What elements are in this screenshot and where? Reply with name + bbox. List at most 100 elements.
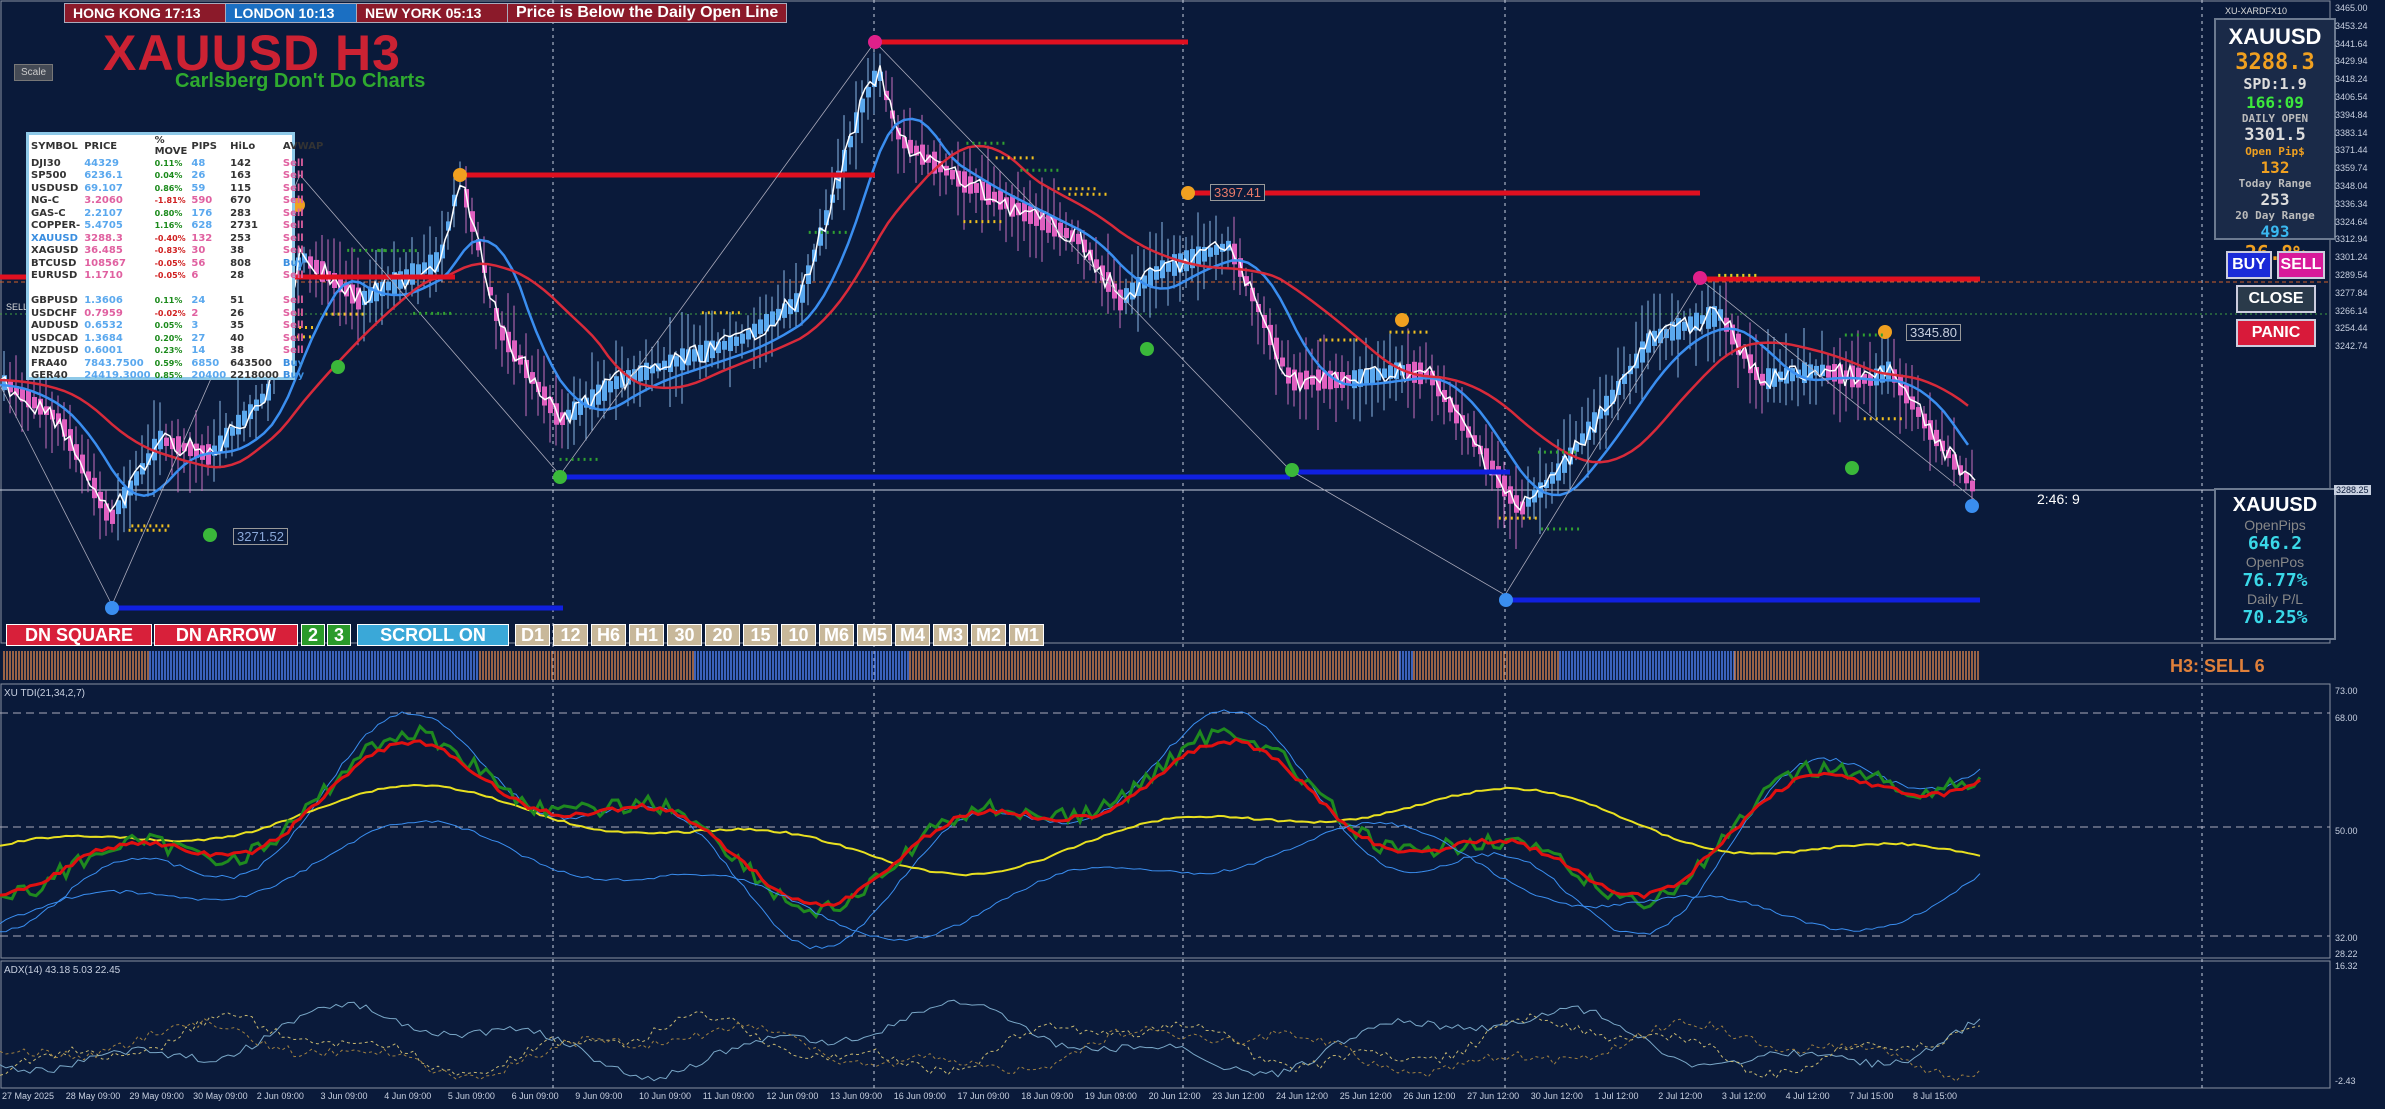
- candle-body: [1934, 429, 1939, 447]
- watchlist-cell: 0.85%: [154, 371, 183, 381]
- watchlist-row[interactable]: USDUSD 69.107 0.86% 59 115 Sell: [29, 182, 325, 195]
- price-tag-mid: 3345.80: [1906, 324, 1961, 341]
- watchlist-cell: Buy: [282, 257, 305, 269]
- watchlist-row[interactable]: DJI30 44329 0.11% 48 142 Sell: [29, 157, 325, 170]
- watchlist-row[interactable]: AUDUSD 0.6532 0.05% 3 35 Sell: [29, 320, 325, 333]
- candle-body: [116, 500, 121, 515]
- watchlist-cell: 253: [230, 232, 252, 244]
- sell-button[interactable]: SELL: [2277, 251, 2325, 279]
- watchlist-row[interactable]: EURUSD 1.1710 -0.05% 6 28 Sell: [29, 270, 325, 283]
- candle-body: [1730, 324, 1735, 345]
- candle-body: [698, 344, 703, 362]
- candle-body: [212, 445, 217, 456]
- info-today-range-label: Today Range: [2238, 177, 2312, 190]
- watchlist-row[interactable]: BTCUSD 108567 -0.05% 56 808 Buy: [29, 257, 325, 270]
- candle-body: [596, 384, 601, 405]
- setting-2-button[interactable]: 2: [301, 624, 325, 646]
- candle-body: [608, 380, 613, 393]
- timeframe-button-m5[interactable]: M5: [857, 624, 892, 646]
- timeframe-button-m3[interactable]: M3: [933, 624, 968, 646]
- dn-arrow-button[interactable]: DN ARROW: [154, 624, 298, 646]
- watchlist-cell: FRA40: [31, 357, 68, 369]
- scale-button[interactable]: Scale: [14, 64, 54, 81]
- watchlist-cell: -0.40%: [154, 233, 186, 243]
- candle-body: [848, 136, 853, 148]
- candle-body: [74, 444, 79, 460]
- timeframe-button-m4[interactable]: M4: [895, 624, 930, 646]
- date-axis-label: 25 Jun 12:00: [1339, 1091, 1392, 1101]
- scroll-toggle-button[interactable]: SCROLL ON: [357, 624, 509, 646]
- watchlist-cell: [228, 282, 281, 295]
- watchlist-row[interactable]: USDCAD 1.3684 0.20% 27 40 Sell: [29, 332, 325, 345]
- candle-body: [1460, 415, 1465, 431]
- setting-3-button[interactable]: 3: [327, 624, 351, 646]
- candle-body: [1790, 368, 1795, 382]
- candle-body: [134, 471, 139, 486]
- date-axis-label: 29 May 09:00: [129, 1091, 184, 1101]
- watchlist-cell: Sell: [282, 195, 304, 207]
- watchlist-row[interactable]: GBPUSD 1.3606 0.11% 24 51 Sell: [29, 295, 325, 308]
- candle-body: [1598, 409, 1603, 419]
- signal-label: H3: SELL 6: [2170, 656, 2265, 676]
- price-axis-label: 3394.84: [2335, 109, 2368, 120]
- timeframe-button-d1[interactable]: D1: [515, 624, 550, 646]
- timeframe-button-h1[interactable]: H1: [629, 624, 664, 646]
- watchlist-cell: 3.2060: [84, 195, 123, 207]
- watchlist-cell: 808: [230, 257, 252, 269]
- watchlist-cell: 6: [191, 270, 199, 282]
- candle-body: [860, 98, 865, 113]
- timeframe-button-10[interactable]: 10: [781, 624, 816, 646]
- candle-body: [1280, 357, 1285, 367]
- watchlist-cell: Sell: [282, 320, 304, 332]
- dn-square-button[interactable]: DN SQUARE: [6, 624, 152, 646]
- close-button[interactable]: CLOSE: [2236, 285, 2316, 313]
- candle-body: [992, 191, 997, 203]
- watchlist-cell: [281, 282, 325, 295]
- candle-body: [1700, 315, 1705, 324]
- date-axis-label: 3 Jun 09:00: [320, 1091, 368, 1101]
- watchlist-row[interactable]: NZDUSD 0.6001 0.23% 14 38 Sell: [29, 345, 325, 358]
- candle-body: [122, 486, 127, 509]
- watchlist-cell: USDCAD: [31, 332, 79, 344]
- timeframe-button-30[interactable]: 30: [667, 624, 702, 646]
- candle-body: [1046, 215, 1051, 233]
- info-today-range: 253: [2260, 190, 2290, 209]
- tdi-signal-line: [0, 783, 1981, 877]
- timeframe-button-20[interactable]: 20: [705, 624, 740, 646]
- watchlist-cell: 2.2107: [84, 207, 123, 219]
- timeframe-button-m2[interactable]: M2: [971, 624, 1006, 646]
- watchlist-cell: 14: [191, 345, 206, 357]
- candle-body: [914, 145, 919, 156]
- watchlist-row[interactable]: GAS-C 2.2107 0.80% 176 283 Sell: [29, 207, 325, 220]
- timeframe-button-h6[interactable]: H6: [591, 624, 626, 646]
- watchlist-cell: 2731: [230, 220, 258, 232]
- watchlist-row[interactable]: SP500 6236.1 0.04% 26 163 Sell: [29, 170, 325, 183]
- watchlist-row[interactable]: FRA40 7843.7500 0.59% 6850 643500 Buy: [29, 357, 325, 370]
- candle-body: [1964, 472, 1969, 484]
- watchlist-row[interactable]: [29, 282, 325, 295]
- watchlist-row[interactable]: XAUUSD 3288.3 -0.40% 132 253 Sell: [29, 232, 325, 245]
- candle-body: [434, 252, 439, 272]
- watchlist-cell: 24419.3000: [84, 370, 151, 382]
- timeframe-button-12[interactable]: 12: [553, 624, 588, 646]
- watchlist-cell: Sell: [282, 207, 304, 219]
- watchlist-cell: 26: [191, 170, 206, 182]
- watchlist-row[interactable]: NG-C 3.2060 -1.81% 590 670 Sell: [29, 195, 325, 208]
- watchlist-row[interactable]: GER40 24419.3000 0.85% 20400 2218000 Buy: [29, 370, 325, 383]
- candle-body: [1940, 440, 1945, 452]
- candle-body: [1928, 420, 1933, 440]
- timeframe-button-15[interactable]: 15: [743, 624, 778, 646]
- buy-button[interactable]: BUY: [2226, 251, 2272, 279]
- panic-button[interactable]: PANIC: [2236, 319, 2316, 347]
- watchlist-row[interactable]: XAGUSD 36.485 -0.83% 30 38 Sell: [29, 245, 325, 258]
- candle-body: [1286, 367, 1291, 384]
- candle-body: [962, 171, 967, 193]
- info-open-pips-label: Open Pip$: [2245, 145, 2305, 158]
- swing-point-marker: [331, 360, 345, 374]
- watchlist-row[interactable]: COPPER- 5.4705 1.16% 628 2731 Sell: [29, 220, 325, 233]
- watchlist-cell: [29, 282, 82, 295]
- timeframe-button-m6[interactable]: M6: [819, 624, 854, 646]
- timeframe-button-m1[interactable]: M1: [1009, 624, 1044, 646]
- watchlist-row[interactable]: USDCHF 0.7959 -0.02% 2 26 Sell: [29, 307, 325, 320]
